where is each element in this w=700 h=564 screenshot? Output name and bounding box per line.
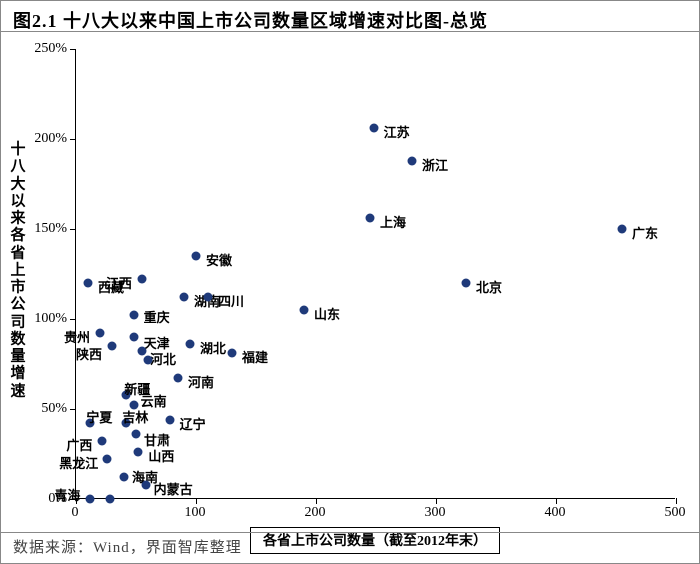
point-label: 北京 bbox=[476, 277, 502, 296]
x-tick bbox=[436, 498, 437, 504]
y-tick bbox=[70, 229, 76, 230]
figure-container: 图2.1 十八大以来中国上市公司数量区域增速对比图-总览 十八大以来各省上市公司… bbox=[0, 0, 700, 564]
x-tick-label: 100 bbox=[185, 505, 206, 521]
point-label: 福建 bbox=[242, 347, 268, 366]
point-label: 重庆 bbox=[144, 307, 170, 326]
point-label: 黑龙江 bbox=[59, 453, 98, 472]
point-label: 四川 bbox=[218, 291, 244, 310]
scatter-point bbox=[462, 279, 471, 288]
footer-rule bbox=[1, 532, 699, 533]
scatter-point bbox=[228, 349, 237, 358]
scatter-point bbox=[129, 311, 138, 320]
point-label: 辽宁 bbox=[180, 414, 206, 433]
scatter-point bbox=[138, 347, 147, 356]
x-tick-label: 0 bbox=[72, 505, 79, 521]
scatter-point bbox=[86, 495, 95, 504]
x-tick-label: 300 bbox=[425, 505, 446, 521]
scatter-point bbox=[84, 279, 93, 288]
scatter-point bbox=[132, 430, 141, 439]
y-tick bbox=[70, 409, 76, 410]
y-tick bbox=[70, 319, 76, 320]
point-label: 山西 bbox=[148, 446, 174, 465]
plot-wrap: 江苏浙江上海广东安徽江西西藏北京湖南四川山东重庆贵州天津湖北河北陕西福建河南新疆… bbox=[75, 49, 675, 499]
y-tick-label: 250% bbox=[11, 41, 67, 57]
y-axis-label: 十八大以来各省上市公司数量增速 bbox=[9, 142, 27, 401]
y-tick bbox=[70, 139, 76, 140]
scatter-point bbox=[96, 329, 105, 338]
point-label: 陕西 bbox=[76, 344, 102, 363]
x-tick-label: 500 bbox=[665, 505, 686, 521]
x-tick bbox=[556, 498, 557, 504]
scatter-point bbox=[144, 356, 153, 365]
point-label: 吉林 bbox=[122, 407, 148, 426]
point-label: 安徽 bbox=[206, 250, 232, 269]
scatter-point bbox=[120, 473, 129, 482]
scatter-point bbox=[369, 124, 378, 133]
x-tick bbox=[316, 498, 317, 504]
point-label: 山东 bbox=[314, 304, 340, 323]
point-label: 广东 bbox=[632, 223, 658, 242]
scatter-point bbox=[618, 225, 627, 234]
scatter-point bbox=[98, 437, 107, 446]
point-label: 广西 bbox=[66, 435, 92, 454]
scatter-point bbox=[165, 415, 174, 424]
scatter-point bbox=[300, 306, 309, 315]
scatter-point bbox=[141, 480, 150, 489]
scatter-point bbox=[366, 214, 375, 223]
point-label: 上海 bbox=[380, 212, 406, 231]
scatter-point bbox=[108, 342, 117, 351]
point-label: 浙江 bbox=[422, 155, 448, 174]
plot-area: 江苏浙江上海广东安徽江西西藏北京湖南四川山东重庆贵州天津湖北河北陕西福建河南新疆… bbox=[75, 49, 675, 499]
scatter-point bbox=[192, 252, 201, 261]
scatter-point bbox=[138, 275, 147, 284]
y-tick bbox=[70, 49, 76, 50]
scatter-point bbox=[134, 448, 143, 457]
point-label: 河北 bbox=[150, 349, 176, 368]
x-tick bbox=[676, 498, 677, 504]
x-tick bbox=[196, 498, 197, 504]
scatter-point bbox=[129, 333, 138, 342]
point-label: 内蒙古 bbox=[154, 479, 193, 498]
y-tick-label: 50% bbox=[11, 401, 67, 417]
point-label: 宁夏 bbox=[86, 407, 112, 426]
point-label: 河南 bbox=[188, 372, 214, 391]
data-source: 数据来源：Wind，界面智库整理 bbox=[13, 536, 242, 557]
scatter-point bbox=[186, 340, 195, 349]
y-tick-label: 200% bbox=[11, 131, 67, 147]
point-label: 西藏 bbox=[98, 277, 124, 296]
scatter-point bbox=[204, 293, 213, 302]
y-tick-label: 100% bbox=[11, 311, 67, 327]
scatter-point bbox=[105, 495, 114, 504]
point-label: 湖北 bbox=[200, 338, 226, 357]
y-tick-label: 0% bbox=[11, 491, 67, 507]
x-tick-label: 400 bbox=[545, 505, 566, 521]
scatter-point bbox=[180, 293, 189, 302]
y-tick-label: 150% bbox=[11, 221, 67, 237]
title-rule bbox=[1, 31, 699, 32]
scatter-point bbox=[103, 455, 112, 464]
x-tick-label: 200 bbox=[305, 505, 326, 521]
scatter-point bbox=[408, 156, 417, 165]
point-label: 江苏 bbox=[384, 122, 410, 141]
scatter-point bbox=[174, 374, 183, 383]
chart-title: 图2.1 十八大以来中国上市公司数量区域增速对比图-总览 bbox=[13, 7, 488, 33]
